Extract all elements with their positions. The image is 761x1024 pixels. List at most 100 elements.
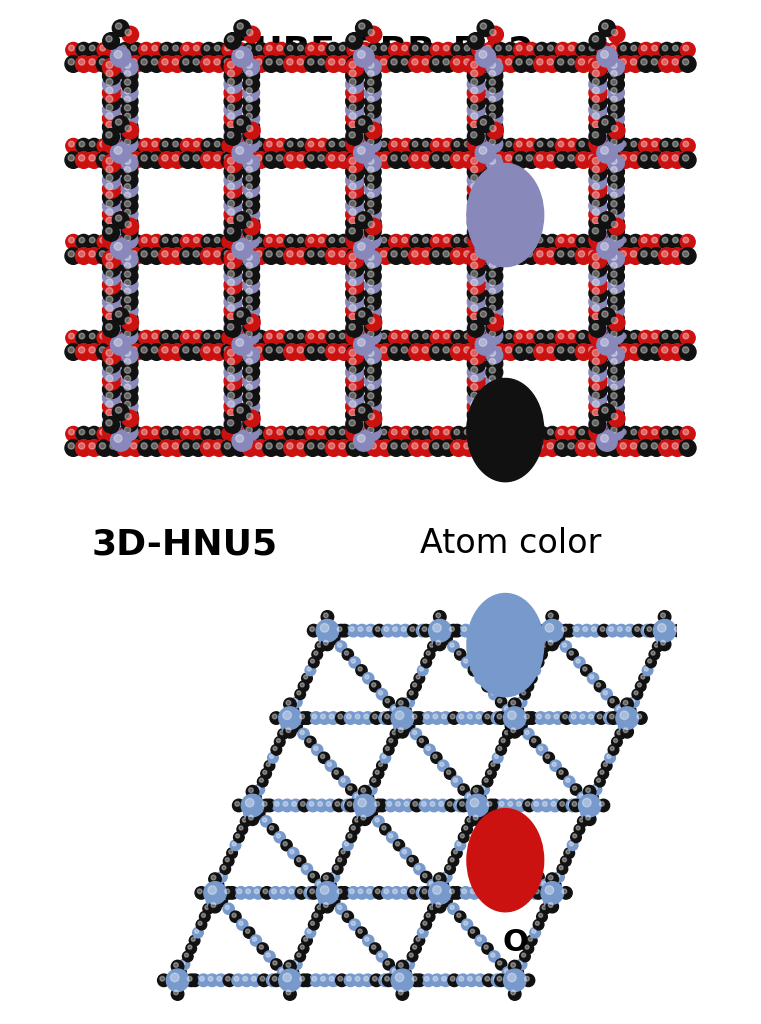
Circle shape (320, 897, 325, 901)
Circle shape (368, 271, 374, 278)
Circle shape (611, 297, 617, 303)
Circle shape (243, 93, 260, 110)
Circle shape (349, 358, 356, 365)
Circle shape (339, 155, 345, 161)
Circle shape (106, 426, 113, 433)
Circle shape (170, 138, 185, 154)
Circle shape (289, 799, 302, 812)
Circle shape (237, 920, 248, 930)
Circle shape (191, 331, 205, 345)
Circle shape (410, 799, 423, 812)
Circle shape (571, 831, 581, 843)
Circle shape (368, 221, 374, 227)
Circle shape (359, 800, 371, 811)
Circle shape (76, 138, 91, 154)
Circle shape (680, 426, 696, 441)
Circle shape (513, 439, 530, 457)
Circle shape (278, 729, 288, 739)
Circle shape (592, 234, 600, 242)
Circle shape (486, 76, 503, 92)
Circle shape (576, 658, 580, 664)
Circle shape (349, 200, 356, 207)
Circle shape (365, 119, 381, 135)
Circle shape (324, 890, 328, 894)
Circle shape (514, 799, 527, 812)
Circle shape (368, 125, 374, 132)
Circle shape (599, 403, 616, 421)
Circle shape (263, 770, 267, 774)
Circle shape (506, 840, 517, 851)
Circle shape (471, 121, 478, 128)
Circle shape (361, 802, 365, 806)
Circle shape (622, 713, 632, 723)
Circle shape (277, 429, 282, 435)
Circle shape (346, 224, 362, 242)
Circle shape (495, 203, 507, 219)
Circle shape (228, 70, 234, 77)
Circle shape (489, 234, 495, 241)
Circle shape (454, 649, 466, 660)
Circle shape (285, 331, 300, 345)
Circle shape (519, 855, 530, 866)
Circle shape (322, 887, 333, 898)
Circle shape (122, 218, 139, 234)
Circle shape (160, 976, 164, 981)
Circle shape (294, 698, 298, 702)
Circle shape (243, 285, 260, 302)
Circle shape (121, 364, 138, 381)
Circle shape (622, 713, 632, 724)
Circle shape (402, 45, 407, 51)
Circle shape (173, 45, 178, 51)
Circle shape (363, 935, 374, 946)
Circle shape (581, 808, 591, 819)
Circle shape (480, 215, 486, 221)
Circle shape (399, 887, 412, 899)
Circle shape (183, 251, 189, 257)
Circle shape (121, 407, 138, 423)
Circle shape (508, 712, 521, 724)
Circle shape (131, 429, 137, 435)
Circle shape (503, 234, 518, 250)
Circle shape (489, 262, 495, 269)
Circle shape (610, 429, 616, 435)
Circle shape (587, 138, 601, 154)
Circle shape (467, 250, 486, 268)
Circle shape (401, 442, 408, 450)
Circle shape (658, 624, 666, 632)
Circle shape (434, 638, 446, 650)
Circle shape (508, 802, 513, 806)
Circle shape (308, 141, 314, 146)
Circle shape (349, 113, 356, 120)
Circle shape (572, 802, 577, 806)
Circle shape (534, 889, 540, 894)
Circle shape (230, 840, 240, 851)
Circle shape (463, 58, 470, 66)
Circle shape (327, 974, 339, 986)
Circle shape (68, 333, 75, 339)
Circle shape (516, 347, 522, 353)
Circle shape (87, 331, 102, 345)
Circle shape (246, 929, 250, 933)
Circle shape (208, 886, 216, 894)
Circle shape (127, 439, 144, 457)
Circle shape (468, 887, 481, 899)
Circle shape (110, 47, 131, 68)
Circle shape (206, 974, 218, 986)
Circle shape (65, 55, 81, 73)
Circle shape (470, 168, 539, 261)
Circle shape (68, 238, 75, 243)
Circle shape (339, 887, 351, 899)
Circle shape (485, 976, 489, 981)
Circle shape (611, 271, 617, 278)
Circle shape (489, 313, 495, 321)
Circle shape (368, 167, 374, 173)
Circle shape (527, 429, 533, 435)
Circle shape (65, 331, 81, 345)
Circle shape (516, 720, 527, 731)
Circle shape (193, 429, 199, 435)
Circle shape (496, 206, 505, 216)
Circle shape (471, 410, 478, 416)
Circle shape (570, 799, 582, 812)
Circle shape (589, 293, 607, 311)
Circle shape (121, 223, 138, 240)
